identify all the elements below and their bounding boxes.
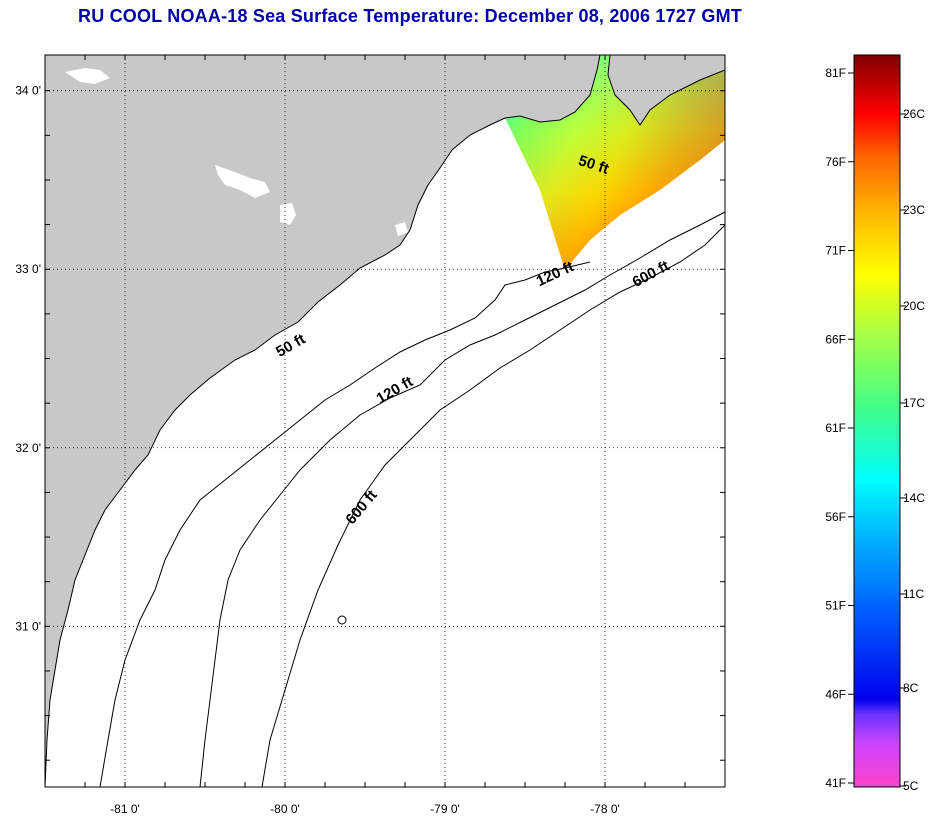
colorbar-label-f: 56F (825, 510, 846, 524)
colorbar-label-f: 61F (825, 421, 846, 435)
colorbar-label-f: 66F (825, 332, 846, 346)
colorbar-label-c: 14C (903, 491, 925, 505)
colorbar-label-c: 23C (903, 203, 925, 217)
lat-label: 32 0' (15, 441, 41, 455)
colorbar-label-f: 81F (825, 66, 846, 80)
colorbar-label-c: 20C (903, 299, 925, 313)
contour-loop (337, 615, 347, 625)
colorbar (853, 54, 901, 788)
lat-label: 33 0' (15, 262, 41, 276)
colorbar-label-c: 11C (903, 587, 924, 601)
colorbar-label-c: 5C (903, 779, 919, 793)
longitude-labels: -81 0' -80 0' -79 0' -78 0' (110, 802, 620, 816)
colorbar-label-c: 8C (903, 681, 919, 695)
colorbar-label-f: 71F (825, 244, 846, 258)
colorbar-label-f: 41F (825, 776, 846, 790)
map-title: RU COOL NOAA-18 Sea Surface Temperature:… (78, 6, 742, 26)
graticule (44, 55, 726, 787)
colorbar-label-f: 51F (825, 599, 846, 613)
contour-120ft (99, 261, 591, 787)
lat-label: 34 0' (15, 84, 41, 98)
colorbar-labels: 81F 76F 71F 66F 61F 56F 51F 46F 41F 26C 23C 20C 17C 1… (825, 66, 925, 793)
lon-label: -78 0' (590, 802, 620, 816)
colorbar-label-c: 26C (903, 107, 925, 121)
colorbar-label-f: 76F (825, 155, 846, 169)
lake-3 (280, 203, 296, 225)
lon-label: -80 0' (270, 802, 300, 816)
colorbar-label-c: 17C (903, 396, 925, 410)
contour-shelf (199, 211, 725, 787)
lake-2 (215, 165, 270, 198)
lat-label: 31 0' (15, 619, 41, 633)
map-frame (44, 54, 726, 788)
land-mass (45, 55, 601, 787)
lon-label: -81 0' (110, 802, 140, 816)
colorbar-label-f: 46F (825, 687, 846, 701)
lake-1 (65, 68, 110, 84)
land-northeast (607, 55, 725, 126)
contour-600ft (261, 224, 725, 787)
lake-4 (395, 222, 408, 236)
latitude-labels: 34 0' 33 0' 32 0' 31 0' (15, 84, 41, 634)
lon-label: -79 0' (430, 802, 460, 816)
